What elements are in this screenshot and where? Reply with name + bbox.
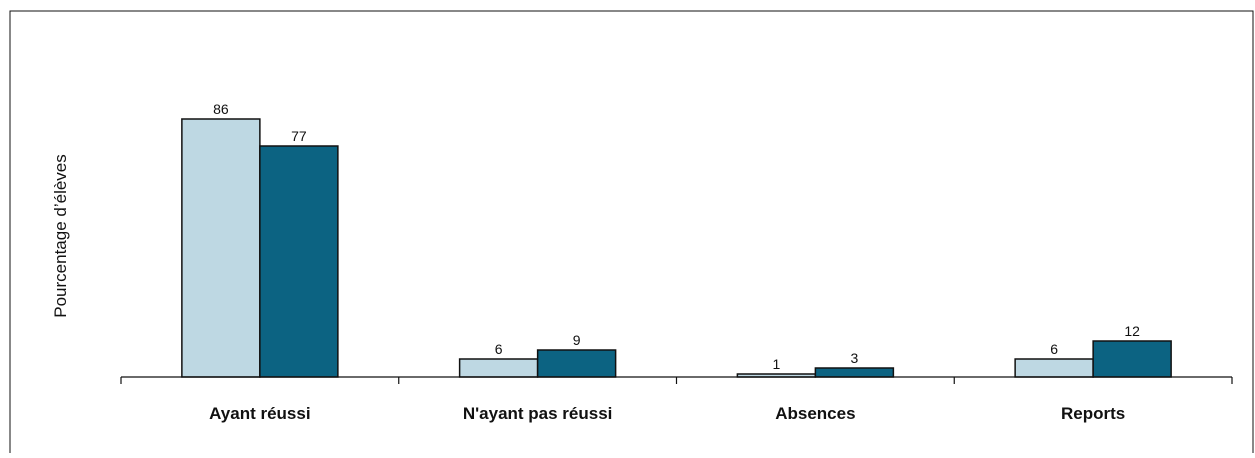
- data-label: 6: [1050, 341, 1058, 357]
- bars-layer: [181, 118, 1172, 378]
- category-labels-layer: Ayant réussi N'ayant pas réussi Absences Re…: [209, 404, 1125, 423]
- x-ticks-layer: [120, 377, 1233, 384]
- bar: [814, 367, 895, 378]
- category-label: N'ayant pas réussi: [463, 404, 613, 423]
- bar: [181, 118, 261, 378]
- data-labels-layer: 86 77 6 9 1 3 6 12: [213, 101, 1140, 372]
- chart-border: [9, 10, 1254, 458]
- category-label: Absences: [775, 404, 855, 423]
- data-label: 3: [850, 350, 858, 366]
- bar: [536, 349, 617, 378]
- bar: [259, 145, 339, 378]
- data-label: 1: [772, 356, 780, 372]
- data-label: 9: [573, 332, 581, 348]
- data-label: 12: [1124, 323, 1140, 339]
- y-axis-label: Pourcentage d’élèves: [51, 154, 70, 318]
- bar: [1014, 358, 1094, 378]
- category-label: Ayant réussi: [209, 404, 310, 423]
- data-label: 6: [495, 341, 503, 357]
- bar: [1092, 340, 1172, 378]
- data-label: 86: [213, 101, 229, 117]
- bar: [458, 358, 539, 378]
- data-label: 77: [291, 128, 307, 144]
- category-label: Reports: [1061, 404, 1125, 423]
